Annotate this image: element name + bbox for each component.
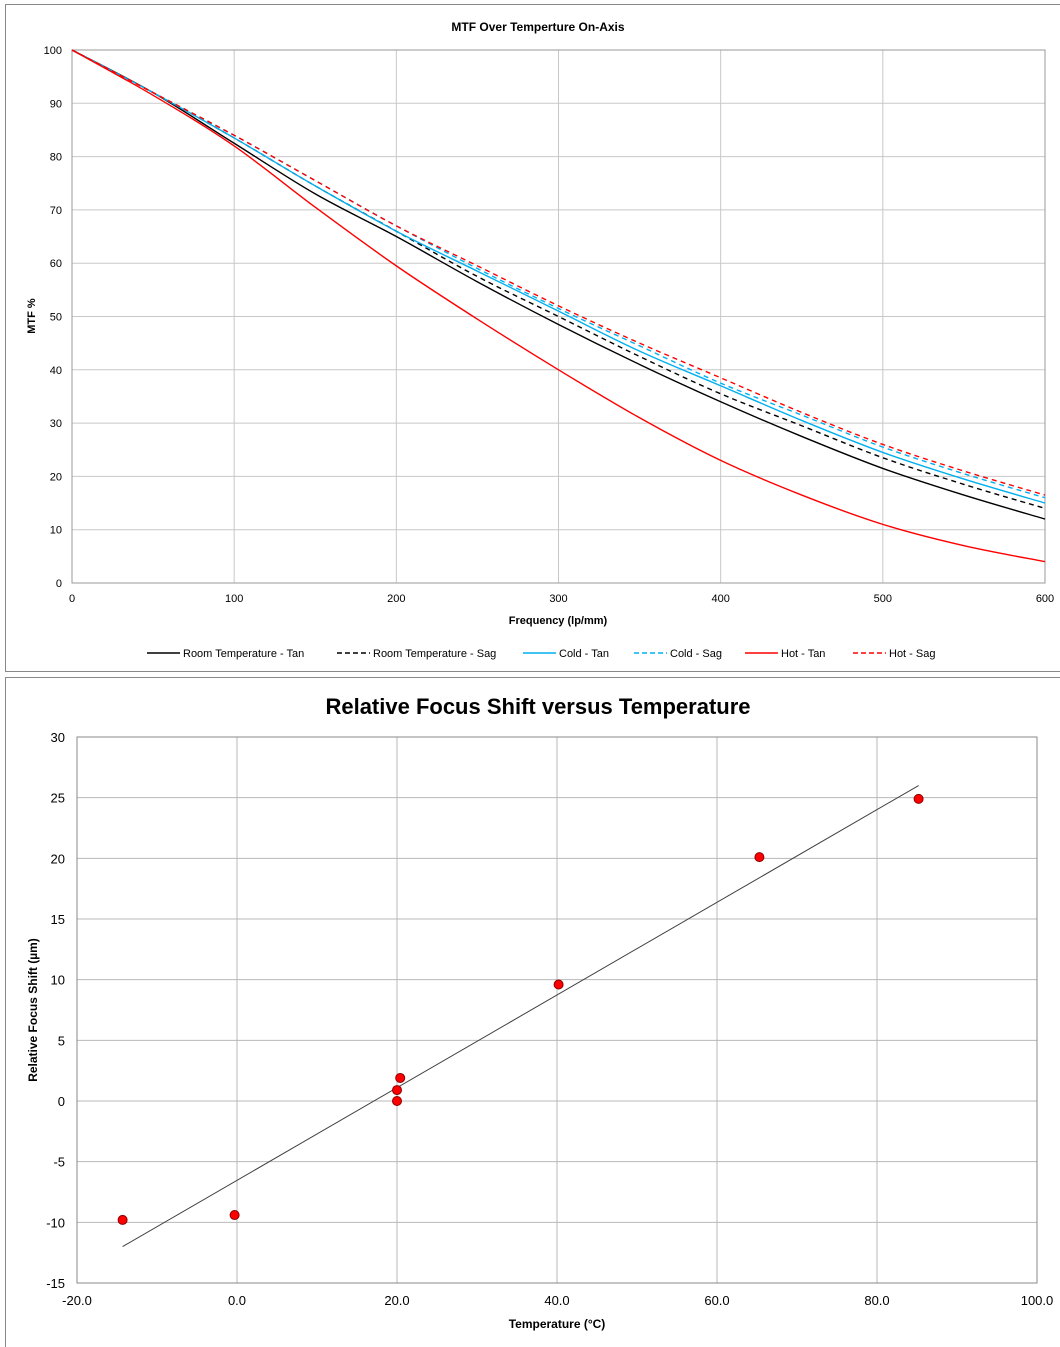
y-tick-label: 30 xyxy=(50,418,62,430)
x-tick-label: 0 xyxy=(69,593,75,605)
y-tick-label: 40 xyxy=(50,365,62,377)
trendline xyxy=(122,785,919,1248)
legend-label: Cold - Tan xyxy=(559,648,609,660)
series-line xyxy=(71,49,1046,563)
y-tick-label: 20 xyxy=(51,851,65,866)
x-tick-label: 0.0 xyxy=(228,1293,246,1308)
x-tick-label: 100 xyxy=(225,593,243,605)
legend-label: Room Temperature - Sag xyxy=(373,648,496,660)
y-axis-label: MTF % xyxy=(26,298,38,334)
x-tick-label: 500 xyxy=(874,593,892,605)
y-tick-label: 50 xyxy=(50,312,62,324)
data-point xyxy=(395,1072,406,1083)
y-tick-label: 15 xyxy=(51,912,65,927)
data-point xyxy=(553,979,564,990)
x-axis-label: Temperature (°C) xyxy=(509,1317,606,1331)
focus-shift-chart: -20.0 0.0 20.0 40.0 60.0 80.0 100.0 -15 -10 -5 0 5 1… xyxy=(26,694,1054,1331)
data-point xyxy=(754,852,765,863)
y-tick-label: 60 xyxy=(50,258,62,270)
focus-shift-chart-panel: -20.0 0.0 20.0 40.0 60.0 80.0 100.0 -15 -10 -5 0 5 1… xyxy=(5,677,1060,1347)
plot-area-border xyxy=(71,49,1046,584)
y-tick-label: 90 xyxy=(50,98,62,110)
legend-label: Hot - Tan xyxy=(781,648,825,660)
y-tick-label: 30 xyxy=(51,730,65,745)
y-tick-label: -15 xyxy=(46,1276,65,1291)
series-line xyxy=(71,49,1046,504)
plot-area-border xyxy=(76,736,1038,1284)
x-axis-label: Frequency (lp/mm) xyxy=(509,615,608,627)
x-tick-label: 600 xyxy=(1036,593,1054,605)
data-point xyxy=(913,793,924,804)
legend-label: Room Temperature - Tan xyxy=(183,648,304,660)
y-tick-label: -10 xyxy=(46,1215,65,1230)
y-tick-label: 10 xyxy=(50,525,62,537)
x-tick-label: 20.0 xyxy=(384,1293,409,1308)
y-tick-label: 20 xyxy=(50,471,62,483)
y-tick-label: 0 xyxy=(58,1094,65,1109)
series-line xyxy=(71,49,1046,496)
x-tick-label: -20.0 xyxy=(62,1293,92,1308)
y-tick-label: 70 xyxy=(50,205,62,217)
x-tick-label: 400 xyxy=(711,593,729,605)
data-point xyxy=(117,1214,128,1225)
y-tick-label: 0 xyxy=(56,578,62,590)
legend-label: Hot - Sag xyxy=(889,648,935,660)
x-tick-label: 40.0 xyxy=(544,1293,569,1308)
x-tick-label: 300 xyxy=(549,593,567,605)
mtf-chart-panel: 0 100 200 300 400 500 600 0 10 20 30 40 50 60 70 80 90 10… xyxy=(5,4,1060,672)
y-tick-label: -5 xyxy=(53,1155,65,1170)
x-tick-label: 200 xyxy=(387,593,405,605)
chart-title: MTF Over Temperture On-Axis xyxy=(451,20,624,34)
data-point xyxy=(392,1085,402,1096)
y-tick-label: 10 xyxy=(51,973,65,988)
series-line xyxy=(71,49,1046,520)
y-tick-label: 80 xyxy=(50,152,62,164)
x-tick-label: 80.0 xyxy=(864,1293,889,1308)
chart-title: Relative Focus Shift versus Temperature xyxy=(325,694,750,719)
y-tick-label: 5 xyxy=(58,1033,65,1048)
x-tick-label: 60.0 xyxy=(704,1293,729,1308)
y-tick-label: 25 xyxy=(51,791,65,806)
y-tick-label: 100 xyxy=(44,45,62,57)
data-point xyxy=(229,1210,240,1221)
mtf-chart: 0 100 200 300 400 500 600 0 10 20 30 40 50 60 70 80 90 10… xyxy=(26,20,1054,660)
legend-label: Cold - Sag xyxy=(670,648,722,660)
y-axis-label: Relative Focus Shift (µm) xyxy=(26,938,40,1082)
x-tick-label: 100.0 xyxy=(1021,1293,1054,1308)
data-point xyxy=(392,1096,402,1106)
